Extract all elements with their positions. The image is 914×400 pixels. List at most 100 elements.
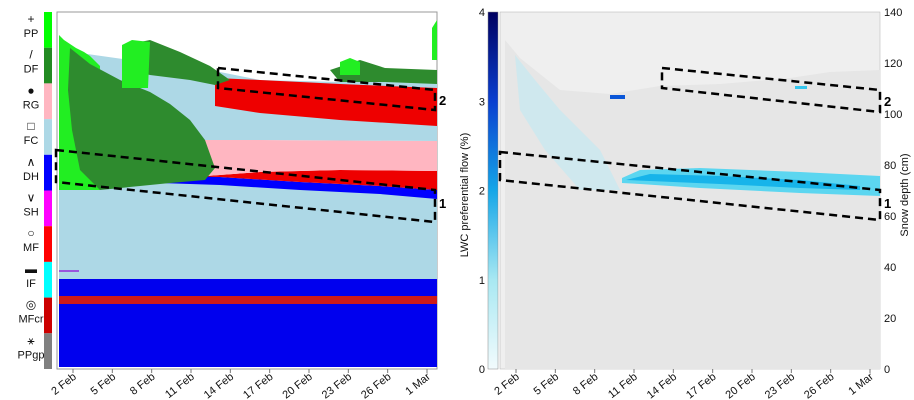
x-left-tick-label: 20 Feb (280, 371, 314, 400)
colorbar-tick-label: 2 (479, 186, 485, 198)
legend-swatch-fc (44, 119, 52, 155)
legend-label-ppgp: PPgp (18, 349, 45, 361)
legend-swatch-if (44, 261, 52, 298)
layer-mfcr (59, 296, 437, 304)
x-left-tick-label: 14 Feb (202, 371, 236, 400)
depth-tick-label: 100 (884, 109, 902, 121)
x-right-tick-label: 26 Feb (802, 371, 836, 400)
depth-tick-label: 120 (884, 58, 902, 70)
x-left-tick-label: 2 Feb (49, 371, 79, 398)
snow-depth-axis: 0 20 40 60 80 100 120 140 Snow depth (cm) (884, 7, 911, 376)
legend-label-mfcr: MFcr (18, 314, 43, 326)
legend-swatch-pp (44, 12, 52, 48)
lwc-spot-2b (795, 86, 807, 89)
colorbar-tick-label: 0 (479, 364, 485, 376)
x-right-tick-label: 11 Feb (606, 371, 640, 400)
annotations-left: 21 (54, 66, 446, 224)
lwc-plot (499, 11, 881, 370)
x-left-tick-label: 17 Feb (241, 371, 275, 400)
snowpack-area (505, 40, 880, 369)
annotation-1-left-label: 1 (439, 196, 446, 211)
layer-dh-mid (59, 279, 437, 296)
legend-symbol-pp: + (27, 12, 34, 26)
layer-pp-edge (432, 20, 437, 60)
layer-mf-band (180, 170, 437, 190)
layer-fc-main (59, 166, 437, 279)
layer-dh-bottom (59, 303, 437, 367)
legend-symbol-mfcr: ◎ (26, 298, 36, 312)
legend-label-fc: FC (24, 135, 39, 147)
legend-swatch-ppgp (44, 333, 52, 369)
x-left-tick-label: 23 Feb (320, 371, 354, 400)
lwc-spot-2a (610, 95, 625, 99)
x-axis-left: 2 Feb 5 Feb 8 Feb 11 Feb 14 Feb 17 Feb 20 Feb 2… (49, 369, 433, 400)
annotation-2-right-label: 2 (884, 94, 891, 109)
legend-symbol-df: / (29, 48, 33, 62)
colorbar (487, 11, 499, 370)
legend-symbol-ppgp: ⚹ (27, 333, 34, 347)
colorbar-axis: 0 1 2 3 4 LWC preferential flow (%) (459, 7, 485, 376)
depth-tick-label: 80 (884, 160, 896, 172)
colorbar-tick-label: 4 (479, 7, 485, 19)
legend-symbol-if: ▬ (25, 262, 37, 276)
legend-label-pp: PP (24, 28, 39, 40)
legend-symbol-rg: ● (27, 83, 34, 97)
colorbar-tick-label: 3 (479, 96, 485, 108)
layer-df-left (68, 48, 215, 190)
layer-if-top (59, 270, 79, 272)
annotation-1-left-box (54, 148, 437, 224)
layer-pp-top (122, 40, 150, 88)
legend-symbol-sh: ∨ (27, 191, 36, 205)
x-right-tick-label: 23 Feb (763, 371, 797, 400)
x-axis-right: 2 Feb 5 Feb 8 Feb 11 Feb 14 Feb 17 Feb 20 Feb 2… (492, 369, 876, 400)
annotation-2-right-box (660, 66, 882, 114)
depth-tick-label: 20 (884, 313, 896, 325)
annotation-1-right-label: 1 (884, 196, 891, 211)
layer-df-top (125, 40, 230, 85)
x-right-tick-label: 17 Feb (684, 371, 718, 400)
x-right-tick-label: 1 Mar (846, 371, 876, 398)
legend-swatch-mf (44, 226, 52, 262)
annotation-2-left-box (216, 66, 437, 112)
legend-swatch-sh (44, 190, 52, 227)
legend-label-if: IF (26, 278, 36, 290)
grain-type-legend: + PP / DF ● RG □ FC ∧ DH ∨ SH ○ MF ▬ IF ◎ MFcr ⚹ PPgp (18, 12, 52, 369)
legend-label-df: DF (24, 64, 39, 76)
lwc-band-1-core (626, 174, 860, 190)
depth-tick-label: 60 (884, 211, 896, 223)
lwc-faint (515, 55, 620, 190)
legend-symbol-fc: □ (27, 119, 34, 133)
legend-label-rg: RG (23, 99, 40, 111)
depth-axis-title: Snow depth (cm) (899, 153, 911, 236)
layer-pp-right (340, 58, 360, 75)
legend-swatch-df (44, 47, 52, 84)
x-left-tick-label: 1 Mar (403, 371, 433, 398)
annotation-2-left-label: 2 (439, 93, 446, 108)
x-left-tick-label: 11 Feb (163, 371, 197, 400)
annotation-1-right-box (498, 150, 882, 222)
legend-label-sh: SH (23, 207, 38, 219)
legend-swatch-mfcr (44, 297, 52, 334)
colorbar-bar (487, 11, 499, 370)
legend-symbol-mf: ○ (27, 226, 34, 240)
layer-dh-band (59, 155, 437, 199)
colorbar-tick-label: 1 (479, 275, 485, 287)
legend-swatch-rg (44, 83, 52, 120)
x-left-tick-label: 26 Feb (359, 371, 393, 400)
grain-type-plot (56, 11, 438, 370)
layer-mf-upper (215, 78, 437, 126)
x-right-tick-label: 8 Feb (571, 371, 601, 398)
depth-tick-label: 0 (884, 364, 890, 376)
legend-label-dh: DH (23, 171, 39, 183)
legend-symbol-dh: ∧ (27, 155, 36, 169)
depth-tick-label: 40 (884, 262, 896, 274)
colorbar-title: LWC preferential flow (%) (459, 133, 471, 258)
annotations-right: 21 (498, 66, 891, 222)
legend-swatch-dh (44, 154, 52, 191)
x-right-tick-label: 2 Feb (492, 371, 522, 398)
legend-label-mf: MF (23, 242, 39, 254)
x-left-tick-label: 8 Feb (128, 371, 158, 398)
x-right-tick-label: 14 Feb (645, 371, 679, 400)
x-left-tick-label: 5 Feb (89, 371, 119, 398)
